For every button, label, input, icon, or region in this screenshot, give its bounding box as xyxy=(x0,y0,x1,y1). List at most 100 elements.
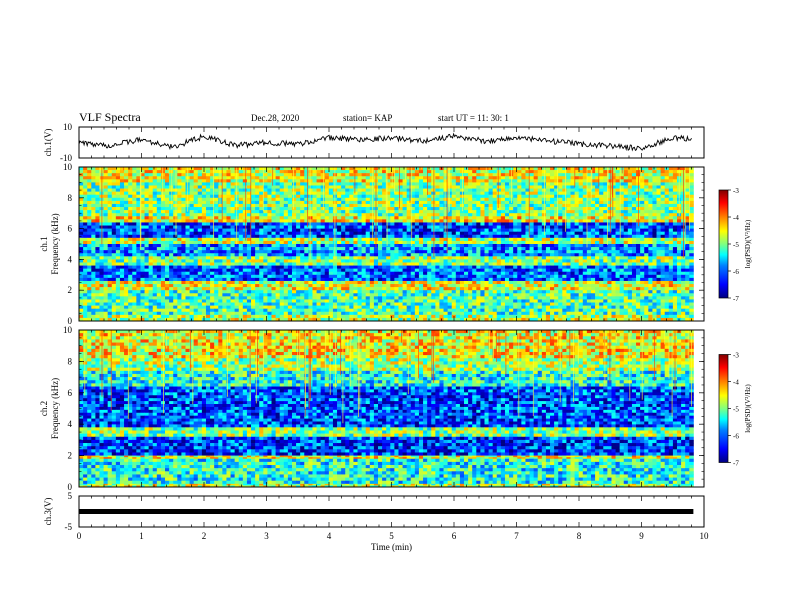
spectrogram-cell xyxy=(255,234,260,239)
spectrogram-cell xyxy=(689,188,694,192)
spectrogram-cell xyxy=(255,170,260,174)
spectrogram-cell xyxy=(83,228,88,232)
spectrogram-cell xyxy=(226,194,231,199)
spectrogram-cell xyxy=(427,250,432,254)
spectrogram-cell xyxy=(439,185,444,189)
spectrogram-cell xyxy=(337,179,342,183)
spectrogram-cell xyxy=(533,210,539,214)
spectrogram-cell xyxy=(607,228,612,232)
spectrogram-cell xyxy=(378,262,383,266)
spectrogram-cell xyxy=(251,222,256,226)
spectrogram-cell xyxy=(541,247,547,251)
spectrogram-cell xyxy=(550,182,555,186)
spectrogram-cell xyxy=(312,231,317,236)
spectrogram-cell xyxy=(365,225,371,229)
spectrogram-cell xyxy=(566,170,571,174)
spectrogram-cell xyxy=(517,185,522,189)
spectrogram-cell xyxy=(472,185,477,189)
spectrogram-cell xyxy=(476,170,481,174)
spectrogram-cell xyxy=(562,185,567,189)
spectrogram-cell xyxy=(607,250,612,254)
spectrogram-cell xyxy=(291,213,297,217)
spectrogram-cell xyxy=(451,179,457,183)
spectrogram-cell xyxy=(619,253,625,257)
spectrogram-cell xyxy=(652,173,657,177)
spectrogram-cell xyxy=(304,170,309,174)
spectrogram-cell xyxy=(79,182,84,186)
spectrogram-cell xyxy=(349,262,354,266)
spectrogram-cell xyxy=(337,265,342,269)
spectrogram-cell xyxy=(590,225,596,229)
spectrogram-cell xyxy=(464,200,469,205)
spectrogram-cell xyxy=(91,247,96,251)
spectrogram-cell xyxy=(279,203,285,208)
spectrogram-cell xyxy=(586,244,592,248)
spectrogram-cell xyxy=(83,176,88,180)
spectrogram-cell xyxy=(197,185,203,189)
spectrogram-cell xyxy=(521,213,526,217)
spectrogram-cell xyxy=(607,253,612,257)
spectrogram-cell xyxy=(570,213,575,217)
spectrogram-cell xyxy=(160,244,166,248)
spectrogram-cell xyxy=(271,185,276,189)
spectrogram-cell xyxy=(439,240,444,245)
spectrogram-cell xyxy=(234,268,240,273)
spectrogram-cell xyxy=(664,210,670,214)
spectrogram-cell xyxy=(152,185,158,189)
spectrogram-cell xyxy=(496,237,502,242)
spectrogram-cell xyxy=(263,179,268,183)
spectrogram-cell xyxy=(83,170,88,174)
spectrogram-cell xyxy=(562,216,567,220)
spectrogram-cell xyxy=(201,200,207,205)
spectrogram-cell xyxy=(238,265,244,269)
spectrogram-cell xyxy=(160,231,166,236)
spectrogram-cell xyxy=(590,247,596,251)
spectrogram-cell xyxy=(226,268,231,273)
spectrogram-cell xyxy=(558,256,563,260)
spectrogram-cell xyxy=(599,231,604,236)
spectrogram-cell xyxy=(263,176,268,180)
spectrogram-cell xyxy=(308,234,313,239)
spectrogram-cell xyxy=(431,197,436,202)
spectrogram-cell xyxy=(238,225,244,229)
spectrogram-cell xyxy=(197,213,203,217)
spectrogram-cell xyxy=(480,259,485,263)
spectrogram-cell xyxy=(259,228,264,232)
spectrogram-cell xyxy=(644,262,649,266)
spectrogram-cell xyxy=(410,247,416,251)
spectrogram-cell xyxy=(545,231,551,236)
spectrogram-cell xyxy=(570,234,575,239)
spectrogram-cell xyxy=(570,207,575,211)
spectrogram-cell xyxy=(533,188,539,192)
spectrogram-cell xyxy=(279,237,285,242)
spectrogram-cell xyxy=(353,170,358,174)
spectrogram-cell xyxy=(414,213,420,217)
spectrogram-cell xyxy=(275,231,281,236)
spectrogram-cell xyxy=(337,234,342,239)
spectrogram-cell xyxy=(464,185,469,189)
spectrogram-cell xyxy=(427,240,432,245)
spectrogram-cell xyxy=(304,265,309,269)
spectrogram-cell xyxy=(222,262,227,266)
spectrogram-cell xyxy=(119,240,125,245)
spectrogram-cell xyxy=(328,207,334,211)
spectrogram-cell xyxy=(181,191,186,196)
spectrogram-cell xyxy=(328,228,334,232)
spectrogram-cell xyxy=(406,228,412,232)
spectrogram-cell xyxy=(541,240,547,245)
spectrogram-cell xyxy=(631,203,637,208)
spectrogram-cell xyxy=(320,197,326,202)
spectrogram-cell xyxy=(263,182,268,186)
spectrogram-cell xyxy=(304,225,309,229)
spectrogram-cell xyxy=(607,240,612,245)
spectrogram-cell xyxy=(435,185,440,189)
spectrogram-cell xyxy=(296,250,301,254)
spectrogram-cell xyxy=(382,259,387,263)
spectrogram-cell xyxy=(169,200,174,205)
spectrogram-cell xyxy=(382,262,387,266)
spectrogram-cell xyxy=(525,247,530,251)
spectrogram-cell xyxy=(177,240,182,245)
spectrogram-cell xyxy=(636,265,641,269)
spectrogram-cell xyxy=(484,231,489,236)
spectrogram-cell xyxy=(124,203,129,208)
